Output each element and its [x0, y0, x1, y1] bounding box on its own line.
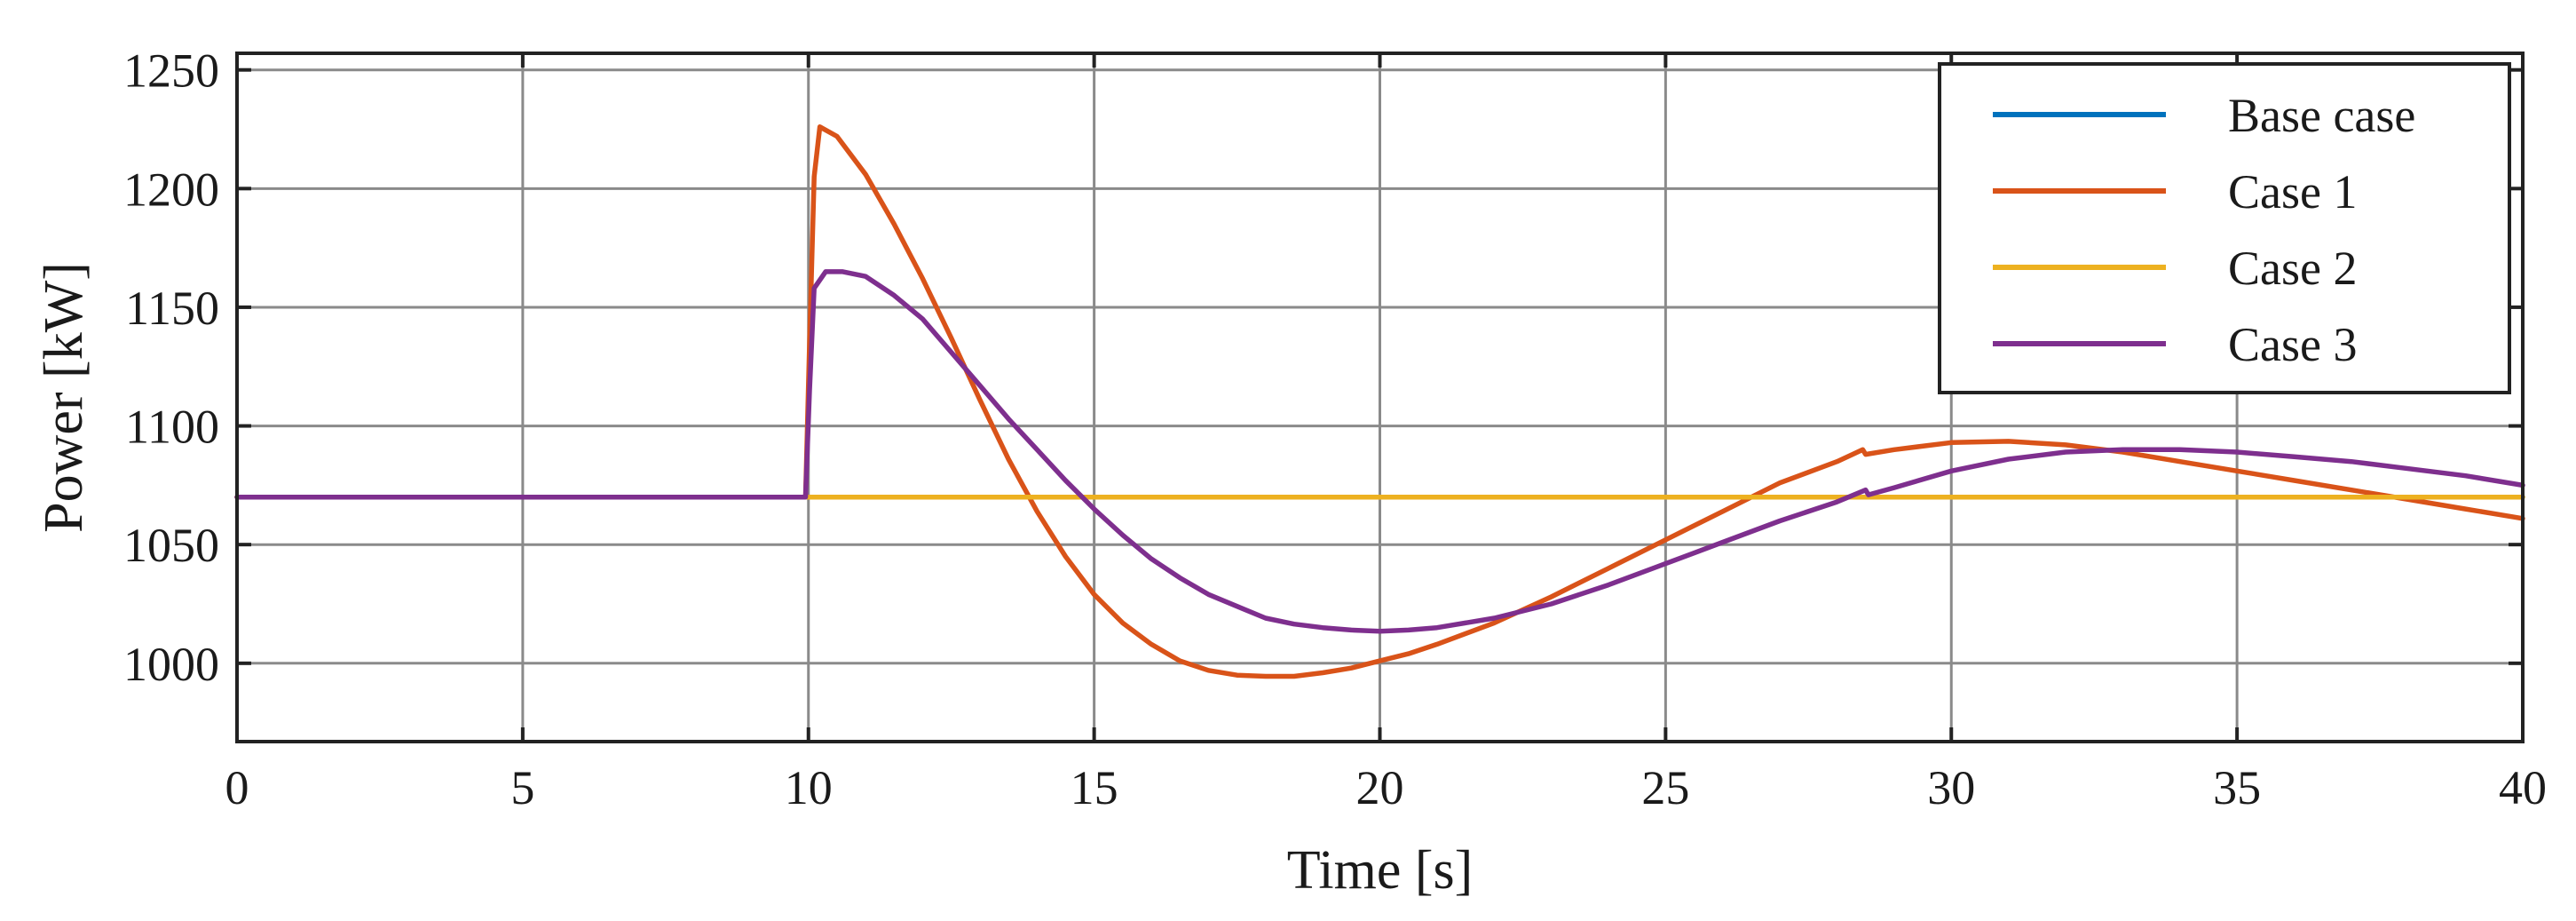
- y-tick-label: 1150: [125, 282, 219, 335]
- series-line-case-1: [234, 124, 2525, 679]
- x-axis-title: Time [s]: [1287, 840, 1474, 901]
- y-tick-label: 1050: [123, 519, 219, 572]
- legend-label-case-2: Case 2: [2228, 242, 2357, 295]
- y-tick-label: 1000: [123, 638, 219, 691]
- x-tick-label: 35: [2213, 761, 2261, 814]
- y-tick-label: 1200: [123, 163, 219, 216]
- x-tick-label: 5: [510, 761, 534, 814]
- x-tick-label: 15: [1071, 761, 1118, 814]
- x-tick-label: 40: [2499, 761, 2547, 814]
- x-tick-label: 30: [1927, 761, 1975, 814]
- series-line-case-3: [234, 269, 2525, 634]
- y-tick-label: 1100: [125, 401, 219, 454]
- x-tick-label: 0: [225, 761, 249, 814]
- ticks: 0 5 10 15 20 25 30 35 40 1000 1050 1100 1150 1200 1250: [123, 44, 2547, 814]
- legend-label-base-case: Base case: [2228, 89, 2415, 142]
- legend: Base case Case 1 Case 2 Case 3: [1938, 62, 2511, 394]
- legend-box: [1938, 62, 2511, 394]
- legend-label-case-3: Case 3: [2228, 318, 2357, 371]
- y-axis-title: Power [kW]: [34, 262, 94, 533]
- x-tick-label: 25: [1641, 761, 1689, 814]
- x-tick-label: 10: [785, 761, 833, 814]
- series-layer: [234, 124, 2525, 679]
- y-tick-label: 1250: [123, 44, 219, 98]
- legend-label-case-1: Case 1: [2228, 165, 2357, 218]
- x-tick-label: 20: [1356, 761, 1404, 814]
